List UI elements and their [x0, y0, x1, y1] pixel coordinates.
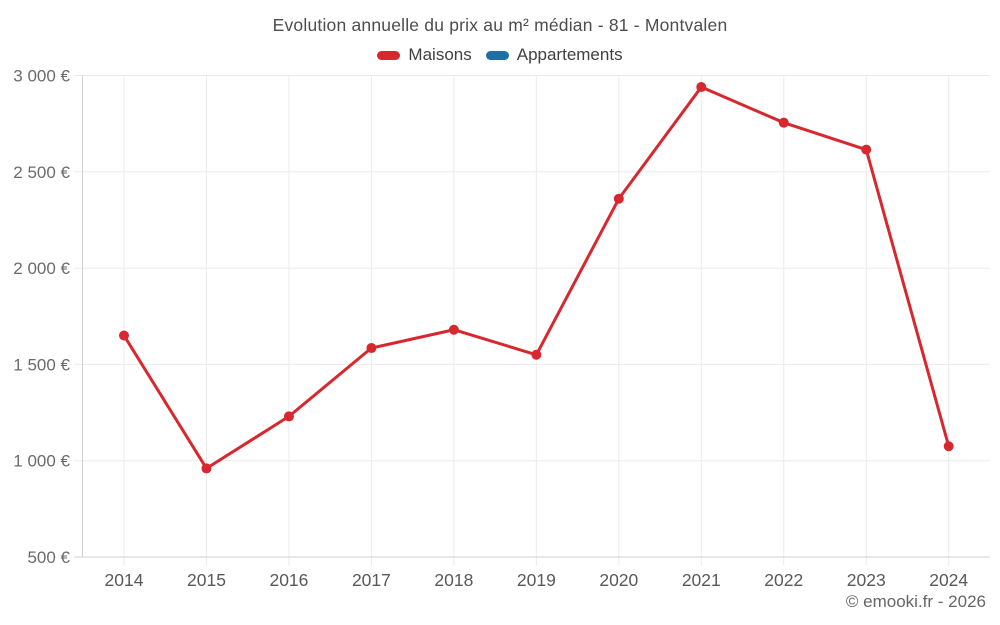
appartements-series-swatch-icon: [485, 50, 509, 60]
data-point-2020[interactable]: [613, 193, 624, 204]
data-point-2014[interactable]: [119, 330, 129, 341]
maisons-series-swatch-icon: [377, 50, 401, 60]
y-tick-label: 3 000 €: [13, 67, 70, 86]
legend: Maisons Appartements: [0, 45, 1000, 65]
data-point-2015[interactable]: [201, 463, 212, 474]
y-tick-label: 2 500 €: [13, 163, 70, 182]
legend-item-appartements[interactable]: Appartements: [485, 45, 623, 65]
data-point-2021[interactable]: [696, 82, 707, 93]
x-tick-label: 2020: [599, 570, 638, 590]
data-point-2017[interactable]: [366, 343, 377, 354]
x-tick-label: 2017: [352, 570, 391, 590]
copyright-text: © emooki.fr - 2026: [845, 592, 986, 611]
x-tick-label: 2022: [764, 570, 803, 590]
y-tick-label: 2 000 €: [13, 259, 70, 278]
x-tick-label: 2019: [517, 570, 556, 590]
data-point-2022[interactable]: [778, 117, 789, 128]
x-tick-label: 2024: [929, 570, 968, 590]
legend-label-maisons: Maisons: [408, 45, 472, 64]
data-point-2018[interactable]: [448, 324, 459, 335]
chart-title: Evolution annuelle du prix au m² médian …: [272, 15, 728, 35]
data-point-2016[interactable]: [283, 411, 294, 422]
x-tick-label: 2018: [434, 570, 473, 590]
legend-item-maisons[interactable]: Maisons: [377, 45, 472, 65]
y-tick-label: 1 500 €: [13, 355, 70, 374]
x-tick-label: 2021: [682, 570, 721, 590]
x-tick-label: 2023: [847, 570, 886, 590]
y-tick-label: 500 €: [27, 548, 70, 567]
data-point-2019[interactable]: [531, 349, 542, 360]
data-point-2024[interactable]: [943, 441, 954, 452]
data-point-2023[interactable]: [861, 144, 872, 155]
x-tick-label: 2015: [187, 570, 226, 590]
x-tick-label: 2016: [269, 570, 308, 590]
y-tick-label: 1 000 €: [13, 452, 70, 471]
x-tick-label: 2014: [105, 570, 144, 590]
legend-label-appartements: Appartements: [516, 45, 623, 64]
